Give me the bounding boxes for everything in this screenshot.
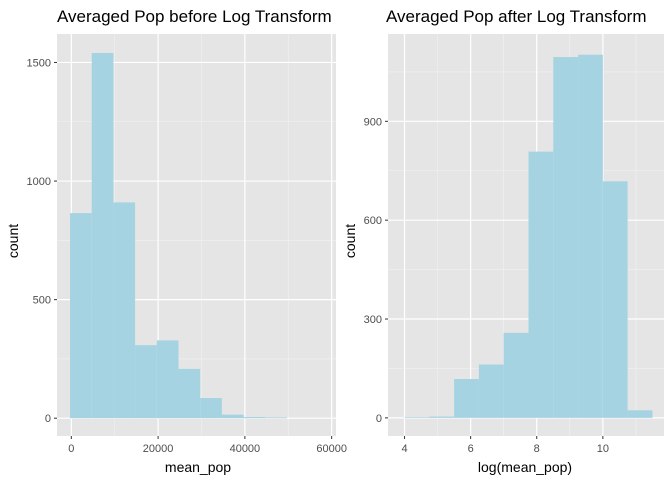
histogram-bar	[429, 416, 455, 418]
x-tick-label: 4	[401, 443, 407, 455]
histogram-after-log: Averaged Pop after Log Transform 0 300 600…	[342, 7, 664, 475]
x-tick-label: 40000	[230, 443, 261, 455]
histogram-bar	[113, 202, 136, 419]
y-axis-title: count	[342, 224, 358, 258]
x-tick-label: 0	[68, 443, 74, 455]
x-tick-label: 8	[534, 443, 540, 455]
histogram-bar	[135, 345, 157, 419]
histogram-bar	[503, 332, 529, 418]
y-axis-title: count	[5, 224, 21, 258]
histogram-bar	[200, 398, 222, 419]
histogram-bar	[602, 181, 628, 418]
chart-title: Averaged Pop before Log Transform	[57, 7, 332, 26]
histogram-bar	[553, 57, 579, 418]
histogram-bar	[627, 410, 653, 418]
y-tick-label: 1000	[27, 176, 51, 188]
x-tick-label: 6	[468, 443, 474, 455]
x-tick-label: 10	[597, 443, 609, 455]
y-axis-ticks: 0 500 1000 1500	[27, 57, 57, 425]
x-axis-ticks: 0 20000 40000 60000	[68, 436, 347, 455]
histogram-bar	[70, 213, 92, 419]
histogram-bar	[265, 417, 287, 419]
histogram-bar	[221, 414, 244, 419]
histogram-bar	[528, 151, 554, 418]
histogram-bar	[91, 52, 114, 419]
histogram-bar	[578, 54, 603, 418]
y-tick-label: 300	[364, 314, 382, 326]
histogram-bar	[243, 417, 266, 419]
x-axis-ticks: 4 6 8 10	[401, 436, 609, 455]
y-tick-label: 0	[376, 413, 382, 425]
y-tick-label: 500	[33, 295, 51, 307]
histogram-bar	[454, 378, 479, 418]
y-tick-label: 0	[45, 413, 51, 425]
x-axis-title: mean_pop	[165, 459, 231, 475]
chart-title: Averaged Pop after Log Transform	[386, 7, 647, 26]
bars	[70, 52, 287, 419]
bars	[404, 54, 653, 418]
histogram-bar	[156, 340, 179, 419]
x-axis-title: log(mean_pop)	[478, 459, 572, 475]
y-axis-ticks: 0 300 600 900	[364, 116, 388, 425]
y-tick-label: 600	[364, 215, 382, 227]
histogram-bar	[178, 368, 201, 419]
histogram-bar	[478, 364, 504, 418]
y-tick-label: 1500	[27, 57, 51, 69]
histogram-bar	[404, 417, 430, 418]
histogram-before-log: Averaged Pop before Log Transform 0 500 10…	[5, 7, 347, 475]
y-tick-label: 900	[364, 116, 382, 128]
x-tick-label: 60000	[316, 443, 347, 455]
x-tick-label: 20000	[143, 443, 174, 455]
